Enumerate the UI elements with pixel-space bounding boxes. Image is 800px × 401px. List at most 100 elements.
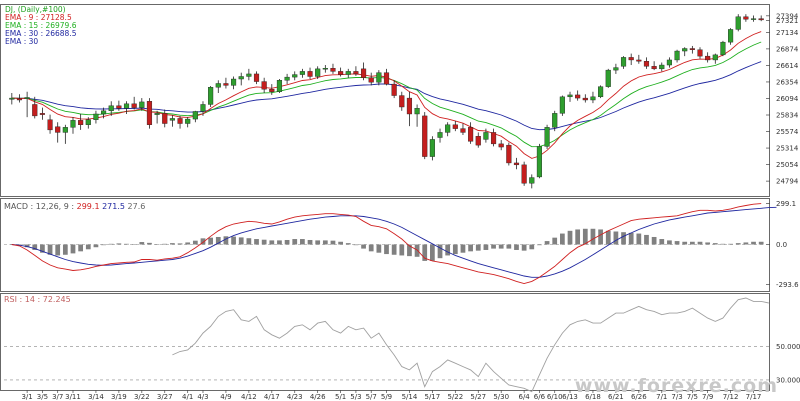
candle (16, 94, 23, 103)
y-tick-label: 27134 (776, 29, 799, 37)
macd-hist-bar (743, 242, 749, 245)
macd-hist-bar (391, 244, 397, 255)
panel-border (0, 293, 770, 391)
candle (529, 174, 535, 189)
macd-hist-bar (582, 228, 588, 245)
rsi-label: RSI : 14 : 72.245 (4, 295, 71, 304)
panel-border (0, 198, 770, 292)
candle (613, 63, 619, 74)
candle-body-up (215, 83, 221, 88)
y-tick-label: 26094 (776, 95, 799, 103)
candle (674, 49, 680, 63)
macd-hist-bar (292, 239, 298, 245)
x-tick-label: 7/17 (746, 393, 762, 401)
candle-body-down (391, 83, 397, 96)
candle (246, 68, 252, 81)
macd-hist-bar (208, 237, 214, 245)
macd-hist-bar (345, 243, 351, 245)
candle (169, 115, 175, 127)
macd-hist-bar (200, 238, 206, 245)
candle (758, 15, 764, 22)
candle (85, 117, 91, 129)
candle (552, 110, 558, 132)
x-tick-label: 5/14 (402, 393, 418, 401)
macd-hist-bar (544, 241, 550, 245)
candle (743, 14, 749, 22)
candle (238, 72, 244, 86)
x-tick-label: 3/27 (157, 393, 173, 401)
candle (437, 128, 443, 143)
candle-body-down (498, 143, 504, 148)
candle (445, 122, 451, 137)
macd-hist-bar (315, 240, 321, 245)
candle (223, 77, 229, 89)
candle-body-up (231, 78, 237, 86)
candle-body-up (429, 139, 435, 157)
macd-hist-bar (124, 243, 129, 245)
candle (475, 132, 481, 148)
candle (460, 123, 466, 135)
macd-hist-bar (758, 241, 764, 245)
macd-hist-bar (475, 244, 481, 251)
candle (261, 77, 267, 94)
macd-hist-bar (644, 234, 649, 245)
macd-hist-bar (621, 232, 626, 245)
candle (712, 53, 718, 64)
candle-body-up (123, 103, 130, 109)
candle-body-down (383, 72, 390, 85)
macd-hist-bar (162, 243, 168, 245)
macd-label: MACD : 12,26, 9 : 299.1 271.5 27.6 (4, 202, 145, 211)
candle (422, 112, 428, 160)
macd-label-macd-value: 299.1 (77, 202, 100, 211)
macd-hist-bar (353, 244, 359, 246)
rsi-line-path (172, 297, 769, 393)
candle-body-up (24, 97, 30, 99)
candle-body-up (200, 104, 206, 112)
macd-hist-bar (246, 238, 252, 245)
macd-hist-bar (147, 242, 152, 245)
candle (636, 54, 642, 64)
y-tick-label: 26874 (776, 45, 799, 53)
candle (307, 67, 313, 80)
candle-body-up (720, 41, 726, 56)
y-tick-label: 25314 (776, 145, 799, 153)
legend-entry: EMA : 30 : 26688.5 (5, 29, 77, 38)
candle (116, 100, 122, 111)
candle (292, 71, 298, 81)
x-tick-label: 4/3 (197, 393, 208, 401)
y-tick-label: 27394 (776, 12, 799, 20)
macd-hist-bar (697, 241, 703, 245)
candle (429, 136, 435, 161)
candle-body-up (613, 67, 619, 71)
candle-body-up (437, 132, 443, 138)
candle (406, 91, 413, 127)
candle (208, 86, 214, 107)
macd-y-tick-label: 0.0 (776, 241, 787, 249)
macd-hist-bar (368, 244, 374, 252)
candle-body-up (559, 96, 565, 114)
candle (192, 110, 198, 123)
macd-hist-bar (108, 243, 114, 245)
macd-hist-bar (605, 230, 611, 245)
macd-hist-bar (93, 244, 99, 248)
candle (322, 65, 328, 73)
candle-body-down (636, 59, 642, 62)
macd-hist-bar (720, 243, 726, 245)
candle-body-down (360, 68, 367, 78)
x-tick-label: 6/26 (631, 393, 647, 401)
macd-hist-bar (537, 244, 542, 246)
candle-body-down (697, 49, 703, 57)
x-tick-label: 6/21 (608, 393, 624, 401)
candle (513, 157, 520, 170)
candle (177, 115, 183, 129)
candle (391, 80, 397, 99)
x-tick-label: 4/1 (182, 393, 193, 401)
legend-entry: EMA : 15 : 26979.6 (5, 21, 77, 30)
x-tick-label: 6/18 (585, 393, 601, 401)
candle (39, 107, 45, 120)
candle (720, 40, 726, 57)
macd-hist-bar (170, 243, 175, 245)
macd-hist-bar (223, 236, 229, 245)
macd-hist-bar (300, 239, 305, 245)
